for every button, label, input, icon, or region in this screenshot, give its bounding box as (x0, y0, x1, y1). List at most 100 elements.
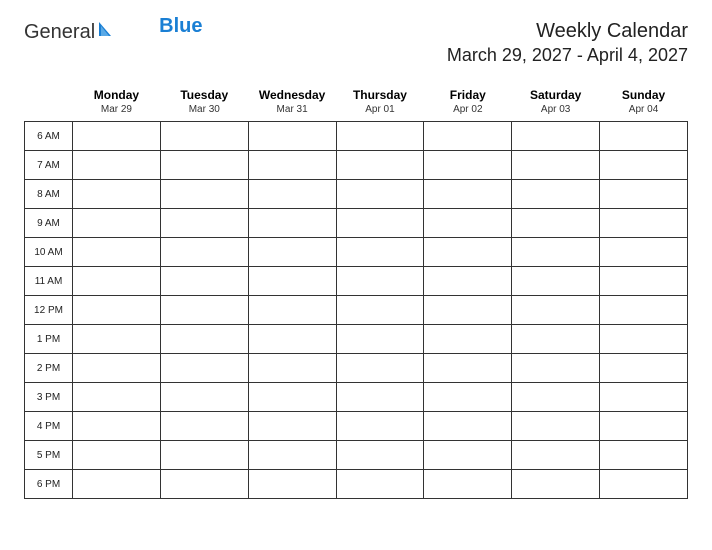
calendar-slot[interactable] (248, 470, 336, 499)
calendar-slot[interactable] (336, 238, 424, 267)
time-label: 4 PM (25, 412, 73, 441)
time-label: 5 PM (25, 441, 73, 470)
calendar-slot[interactable] (248, 412, 336, 441)
calendar-slot[interactable] (73, 238, 161, 267)
calendar-slot[interactable] (336, 296, 424, 325)
calendar-slot[interactable] (424, 151, 512, 180)
time-row: 9 AM (25, 209, 688, 238)
calendar-slot[interactable] (73, 383, 161, 412)
calendar-slot[interactable] (512, 354, 600, 383)
calendar-slot[interactable] (73, 267, 161, 296)
calendar-slot[interactable] (160, 470, 248, 499)
calendar-slot[interactable] (248, 296, 336, 325)
calendar-slot[interactable] (160, 267, 248, 296)
calendar-slot[interactable] (600, 470, 688, 499)
calendar-slot[interactable] (424, 412, 512, 441)
calendar-slot[interactable] (424, 470, 512, 499)
calendar-slot[interactable] (160, 325, 248, 354)
calendar-slot[interactable] (600, 238, 688, 267)
calendar-slot[interactable] (73, 470, 161, 499)
calendar-slot[interactable] (336, 267, 424, 296)
calendar-slot[interactable] (73, 412, 161, 441)
calendar-slot[interactable] (336, 180, 424, 209)
calendar-slot[interactable] (73, 325, 161, 354)
calendar-slot[interactable] (512, 441, 600, 470)
calendar-slot[interactable] (424, 354, 512, 383)
calendar-slot[interactable] (336, 412, 424, 441)
calendar-slot[interactable] (336, 383, 424, 412)
calendar-slot[interactable] (600, 412, 688, 441)
calendar-slot[interactable] (73, 441, 161, 470)
calendar-slot[interactable] (600, 354, 688, 383)
calendar-slot[interactable] (160, 296, 248, 325)
time-label: 11 AM (25, 267, 73, 296)
calendar-slot[interactable] (512, 122, 600, 151)
calendar-slot[interactable] (248, 325, 336, 354)
calendar-slot[interactable] (248, 354, 336, 383)
calendar-slot[interactable] (336, 209, 424, 238)
calendar-slot[interactable] (73, 151, 161, 180)
calendar-slot[interactable] (424, 383, 512, 412)
calendar-slot[interactable] (512, 325, 600, 354)
day-head: Saturday (512, 84, 600, 104)
calendar-slot[interactable] (336, 354, 424, 383)
calendar-slot[interactable] (512, 151, 600, 180)
calendar-slot[interactable] (512, 383, 600, 412)
calendar-slot[interactable] (336, 441, 424, 470)
calendar-slot[interactable] (424, 209, 512, 238)
calendar-slot[interactable] (512, 180, 600, 209)
calendar-slot[interactable] (160, 209, 248, 238)
calendar-slot[interactable] (160, 238, 248, 267)
calendar-slot[interactable] (160, 151, 248, 180)
calendar-slot[interactable] (600, 209, 688, 238)
calendar-slot[interactable] (424, 122, 512, 151)
calendar-slot[interactable] (248, 441, 336, 470)
calendar-slot[interactable] (600, 441, 688, 470)
calendar-slot[interactable] (336, 325, 424, 354)
calendar-slot[interactable] (73, 354, 161, 383)
calendar-slot[interactable] (160, 383, 248, 412)
calendar-slot[interactable] (512, 209, 600, 238)
calendar-slot[interactable] (512, 296, 600, 325)
calendar-slot[interactable] (248, 122, 336, 151)
calendar-slot[interactable] (512, 470, 600, 499)
calendar-slot[interactable] (160, 122, 248, 151)
calendar-slot[interactable] (424, 296, 512, 325)
calendar-slot[interactable] (248, 383, 336, 412)
calendar-slot[interactable] (424, 238, 512, 267)
calendar-slot[interactable] (600, 325, 688, 354)
calendar-slot[interactable] (424, 325, 512, 354)
calendar-slot[interactable] (248, 151, 336, 180)
calendar-slot[interactable] (424, 267, 512, 296)
calendar-slot[interactable] (73, 180, 161, 209)
calendar-slot[interactable] (512, 267, 600, 296)
calendar-slot[interactable] (336, 470, 424, 499)
calendar-slot[interactable] (424, 441, 512, 470)
calendar-slot[interactable] (512, 238, 600, 267)
calendar-slot[interactable] (248, 238, 336, 267)
time-label: 2 PM (25, 354, 73, 383)
calendar-slot[interactable] (160, 180, 248, 209)
calendar-slot[interactable] (600, 267, 688, 296)
calendar-slot[interactable] (73, 296, 161, 325)
day-head: Friday (424, 84, 512, 104)
calendar-slot[interactable] (160, 354, 248, 383)
calendar-slot[interactable] (336, 151, 424, 180)
calendar-slot[interactable] (512, 412, 600, 441)
calendar-slot[interactable] (600, 296, 688, 325)
day-date-row: Mar 29 Mar 30 Mar 31 Apr 01 Apr 02 Apr 0… (25, 104, 688, 122)
calendar-slot[interactable] (248, 209, 336, 238)
calendar-slot[interactable] (248, 267, 336, 296)
time-row: 12 PM (25, 296, 688, 325)
calendar-slot[interactable] (73, 122, 161, 151)
calendar-slot[interactable] (424, 180, 512, 209)
calendar-slot[interactable] (160, 412, 248, 441)
calendar-slot[interactable] (600, 180, 688, 209)
calendar-slot[interactable] (600, 151, 688, 180)
calendar-slot[interactable] (160, 441, 248, 470)
calendar-slot[interactable] (248, 180, 336, 209)
calendar-slot[interactable] (336, 122, 424, 151)
calendar-slot[interactable] (73, 209, 161, 238)
calendar-slot[interactable] (600, 122, 688, 151)
calendar-slot[interactable] (600, 383, 688, 412)
